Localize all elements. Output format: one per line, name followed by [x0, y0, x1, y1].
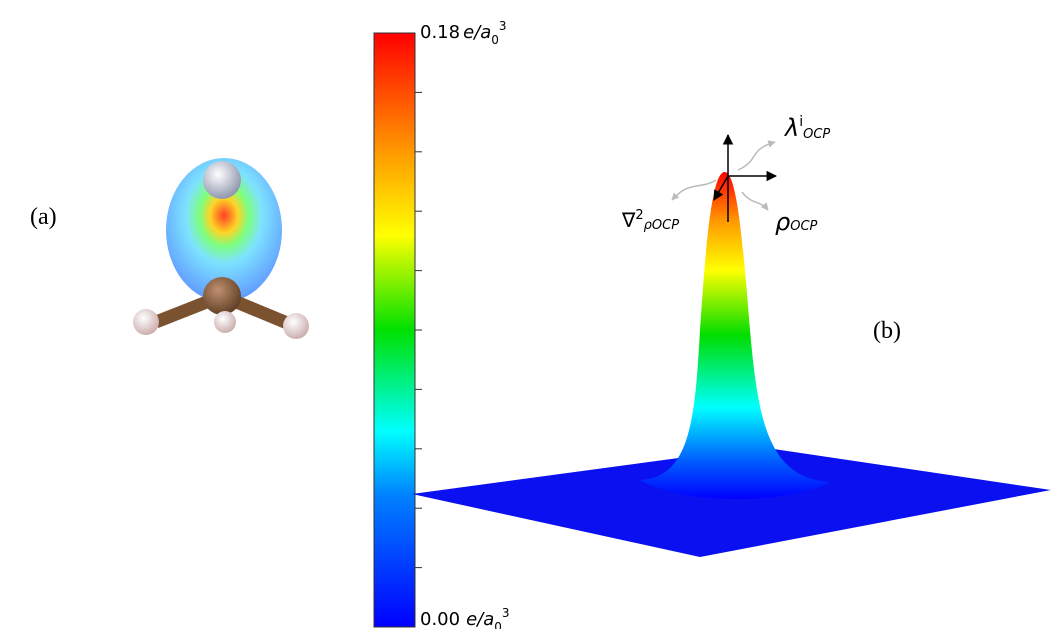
figure: (a) (b) 0.18e/a03 0.00e/a03 λiOCP ∇2ρOCP…: [0, 0, 1051, 629]
panel-label: (b): [873, 318, 901, 344]
annotation: ∇2ρOCP: [621, 208, 679, 233]
density-surface: [412, 172, 1051, 557]
colorbar-ticks: [415, 92, 422, 567]
colorbar: [374, 33, 415, 627]
annotation: λiOCP: [783, 114, 830, 142]
molecule: [133, 158, 309, 339]
panel-label: (a): [30, 204, 57, 230]
annotation: ρOCP: [775, 208, 818, 236]
